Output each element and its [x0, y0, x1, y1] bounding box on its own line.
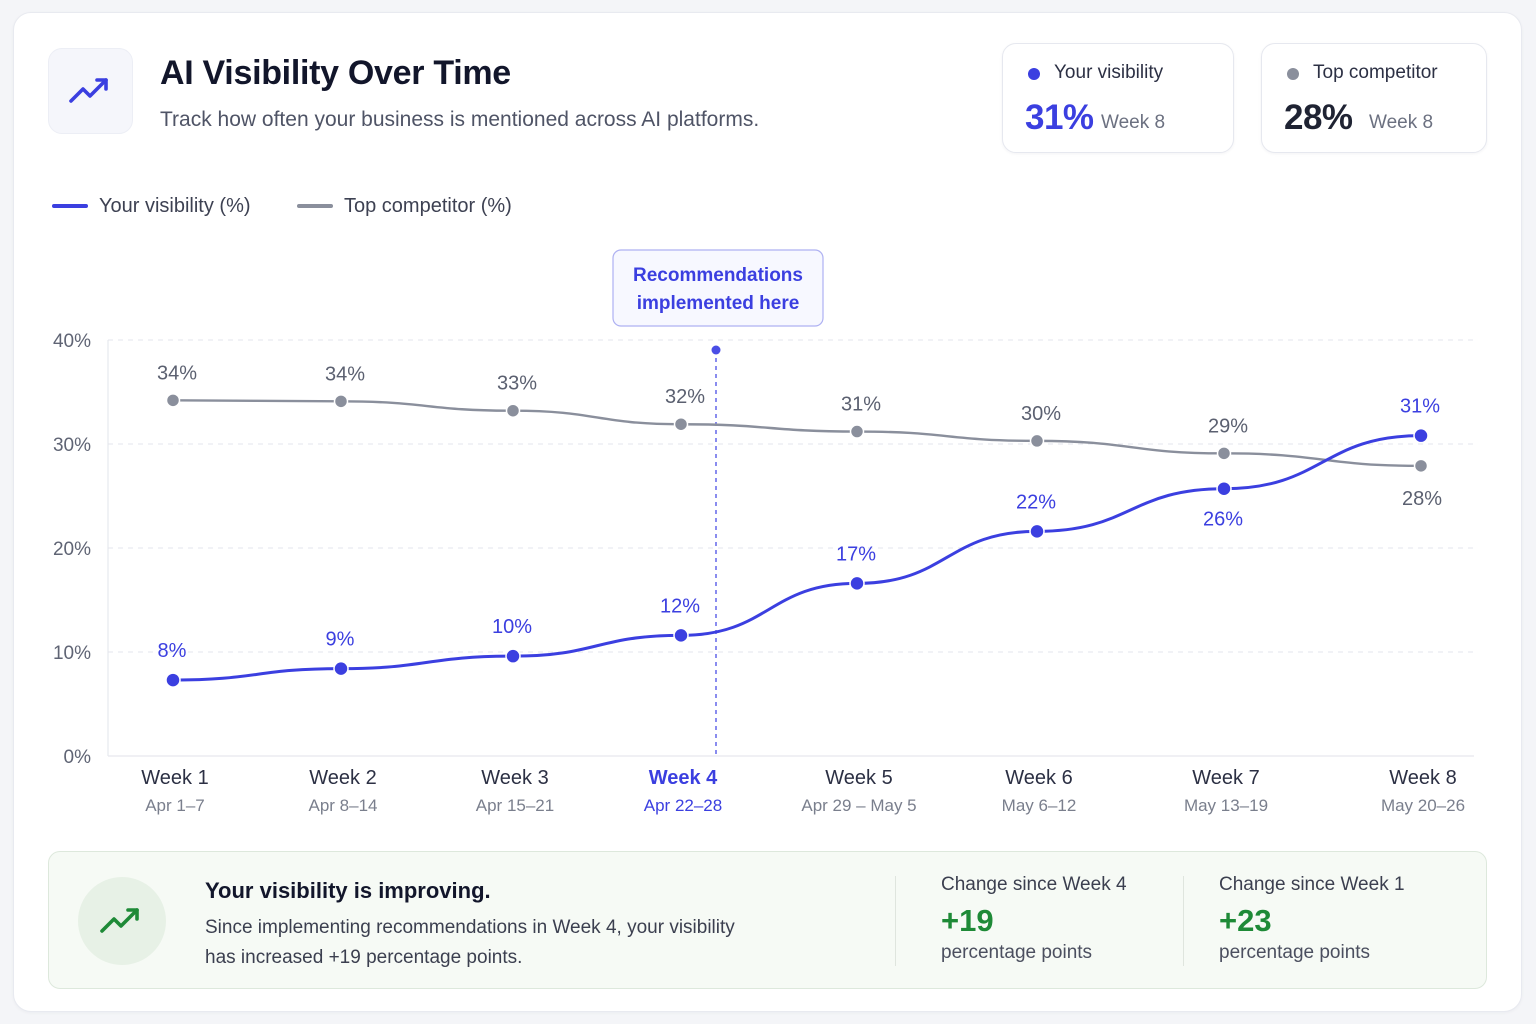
top-competitor-dot: [1287, 68, 1299, 80]
stat-label: Your visibility: [1054, 62, 1164, 83]
change-unit: percentage points: [1219, 942, 1371, 963]
x-tick-label: Week 2: [309, 767, 376, 789]
data-label-your-visibility: 8%: [158, 640, 187, 662]
point-your-visibility: [673, 627, 689, 644]
summary-panel: Your visibility is improving. Since impl…: [48, 851, 1487, 989]
data-label-top-competitor: 31%: [841, 394, 881, 416]
annotation-text: Recommendations: [633, 265, 803, 286]
point-top-competitor: [505, 403, 521, 418]
legend-label: Top competitor (%): [344, 194, 512, 217]
summary-title: Your visibility is improving.: [205, 878, 491, 903]
y-tick-label: 20%: [53, 539, 91, 560]
change-label: Change since Week 1: [1219, 874, 1405, 895]
stat-week: Week 8: [1101, 112, 1166, 133]
y-tick-label: 0%: [64, 747, 92, 768]
point-top-competitor: [1029, 433, 1045, 449]
point-your-visibility: [1029, 523, 1045, 540]
annotation-text: implemented here: [637, 293, 800, 314]
data-label-top-competitor: 30%: [1021, 403, 1061, 425]
page-subtitle: Track how often your business is mention…: [160, 108, 760, 131]
x-tick-label: Week 3: [481, 767, 548, 789]
trending-up-icon: [68, 78, 108, 103]
y-tick-label: 10%: [53, 643, 91, 664]
point-your-visibility: [165, 672, 181, 688]
stat-card-top-competitor: Top competitor 28% Week 8: [1261, 43, 1487, 153]
x-tick-label: Week 7: [1192, 767, 1259, 789]
summary-divider: [895, 876, 896, 966]
point-top-competitor: [1413, 458, 1429, 474]
data-label-your-visibility: 10%: [492, 616, 532, 638]
x-tick-sublabel: May 6–12: [1002, 796, 1077, 815]
point-your-visibility: [333, 660, 349, 677]
change-since-week-1: Change since Week 1 +23 percentage point…: [1219, 874, 1405, 964]
series-line-top-competitor: [172, 399, 1422, 468]
point-your-visibility: [1216, 480, 1232, 497]
y-tick-label: 30%: [53, 435, 91, 456]
trending-up-icon: [100, 908, 139, 933]
series-line-your-visibility: [172, 434, 1422, 682]
x-tick-sublabel: Apr 22–28: [644, 796, 722, 815]
point-top-competitor: [849, 424, 865, 439]
x-tick-label: Week 6: [1005, 767, 1072, 789]
point-your-visibility: [1413, 427, 1429, 444]
point-top-competitor: [333, 394, 349, 409]
point-top-competitor: [165, 393, 181, 408]
summary-body: Since implementing recommendations in We…: [205, 917, 735, 968]
x-tick-sublabel: Apr 15–21: [476, 796, 554, 815]
x-tick-sublabel: May 13–19: [1184, 796, 1268, 815]
x-tick-label: Week 8: [1389, 767, 1456, 789]
x-tick-sublabel: Apr 8–14: [309, 796, 378, 815]
change-since-week-4: Change since Week 4 +19 percentage point…: [941, 874, 1127, 964]
point-your-visibility: [849, 575, 865, 592]
data-label-your-visibility: 26%: [1203, 509, 1243, 531]
your-visibility-dot: [1028, 68, 1040, 80]
data-label-your-visibility: 22%: [1016, 491, 1056, 513]
data-label-top-competitor: 34%: [325, 363, 365, 385]
annotation-anchor-dot: [711, 345, 721, 355]
data-label-top-competitor: 34%: [157, 362, 197, 384]
visibility-card: [13, 12, 1522, 1012]
data-label-your-visibility: 17%: [836, 543, 876, 565]
stat-value: 31%: [1025, 98, 1094, 137]
data-label-top-competitor: 29%: [1208, 415, 1248, 437]
stat-card-your-visibility: Your visibility 31% Week 8: [1002, 43, 1234, 153]
x-tick-sublabel: May 20–26: [1381, 796, 1465, 815]
header-icon-tile: [48, 48, 133, 134]
legend-swatch: [52, 204, 88, 208]
legend-item-top-competitor: Top competitor (%): [297, 193, 512, 219]
x-tick-label: Week 1: [141, 767, 208, 789]
data-label-your-visibility: 31%: [1400, 396, 1440, 418]
summary-icon-circle: [78, 877, 166, 965]
data-label-top-competitor: 28%: [1402, 488, 1442, 510]
data-label-top-competitor: 33%: [497, 373, 537, 395]
change-unit: percentage points: [941, 942, 1093, 963]
data-label-your-visibility: 12%: [660, 595, 700, 617]
y-tick-label: 40%: [53, 331, 91, 352]
point-your-visibility: [505, 648, 521, 664]
summary-divider: [1183, 876, 1184, 966]
legend-item-your-visibility: Your visibility (%): [52, 193, 251, 219]
legend-label: Your visibility (%): [99, 194, 251, 217]
annotation-box: [612, 249, 824, 327]
stat-week: Week 8: [1369, 112, 1434, 133]
stat-label: Top competitor: [1313, 62, 1438, 83]
point-top-competitor: [1216, 446, 1232, 461]
x-tick-label: Week 5: [825, 767, 892, 789]
point-top-competitor: [673, 416, 689, 432]
change-value: +23: [1219, 903, 1272, 938]
page-title: AI Visibility Over Time: [160, 54, 511, 92]
stat-value: 28%: [1284, 98, 1353, 137]
legend-swatch: [297, 204, 333, 208]
change-value: +19: [941, 903, 994, 938]
data-label-your-visibility: 9%: [326, 629, 355, 651]
data-label-top-competitor: 32%: [665, 386, 705, 408]
x-tick-sublabel: Apr 29 – May 5: [801, 796, 916, 815]
x-tick-sublabel: Apr 1–7: [145, 796, 205, 815]
x-tick-label: Week 4: [649, 767, 718, 789]
change-label: Change since Week 4: [941, 874, 1127, 895]
